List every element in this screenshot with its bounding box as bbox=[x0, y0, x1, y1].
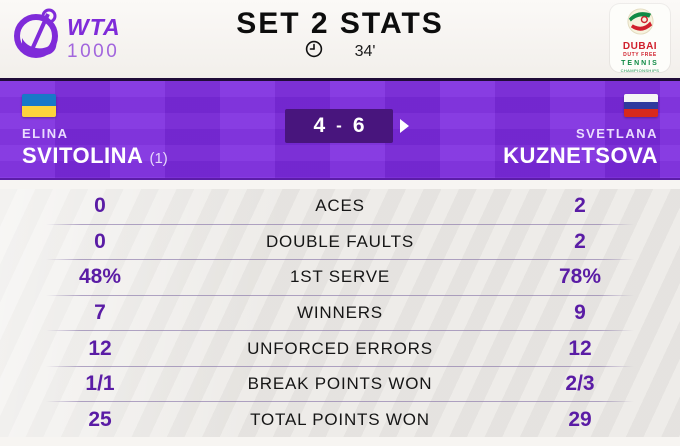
stat-row-total-points-won: 25 TOTAL POINTS WON 29 bbox=[0, 402, 680, 437]
duration-row: 34' bbox=[0, 40, 680, 63]
row-divider bbox=[46, 294, 634, 296]
stat-value-right: 29 bbox=[568, 407, 592, 431]
stat-row-unforced-errors: 12 UNFORCED ERRORS 12 bbox=[0, 331, 680, 366]
wta-emblem-icon bbox=[12, 8, 64, 69]
stat-label: 1ST SERVE bbox=[289, 267, 391, 287]
dubai-logo-line4: CHAMPIONSHIPS bbox=[620, 67, 660, 73]
header: WTA 1000 SET 2 STATS 34' bbox=[0, 0, 680, 78]
player-left-first-name: ELINA bbox=[22, 126, 69, 141]
dubai-logo-line2: DUTY FREE bbox=[623, 52, 657, 58]
player-right: SVETLANA KUZNETSOVA bbox=[503, 94, 658, 169]
stat-value-right: 2/3 bbox=[565, 372, 595, 396]
row-divider bbox=[46, 330, 634, 332]
stat-value-right: 2 bbox=[574, 229, 586, 253]
player-right-first-name: SVETLANA bbox=[575, 126, 658, 141]
stat-label: ACES bbox=[315, 196, 365, 216]
stat-label: WINNERS bbox=[297, 303, 383, 323]
dubai-ball-icon bbox=[626, 7, 655, 41]
match-duration: 34' bbox=[354, 42, 376, 60]
stat-row-double-faults: 0 DOUBLE FAULTS 2 bbox=[0, 225, 680, 260]
stat-value-left: 0 bbox=[94, 229, 106, 253]
stat-label: TOTAL POINTS WON bbox=[250, 409, 430, 429]
player-right-name-row: KUZNETSOVA bbox=[503, 143, 658, 169]
wta-series-label: 1000 bbox=[67, 41, 120, 62]
stat-label: BREAK POINTS WON bbox=[247, 374, 433, 394]
stat-row-1st-serve: 48% 1ST SERVE 78% bbox=[0, 260, 680, 295]
player-left-last-name: SVITOLINA bbox=[22, 143, 144, 168]
score-left: 4 bbox=[313, 114, 326, 137]
row-divider bbox=[46, 259, 634, 261]
stat-value-left: 0 bbox=[94, 194, 106, 218]
ukraine-flag bbox=[22, 94, 56, 117]
stat-value-right: 12 bbox=[568, 336, 592, 360]
stat-value-left: 25 bbox=[88, 407, 112, 431]
player-left: ELINA SVITOLINA (1) bbox=[22, 94, 168, 169]
wta-wordmark: WTA bbox=[67, 14, 121, 40]
page-title: SET 2 STATS bbox=[236, 7, 444, 40]
russia-flag bbox=[624, 94, 658, 117]
stat-row-winners: 7 WINNERS 9 bbox=[0, 296, 680, 331]
title-block: SET 2 STATS bbox=[0, 7, 680, 41]
score-separator: - bbox=[336, 116, 342, 135]
dubai-logo-line1: DUBAI bbox=[622, 41, 658, 52]
stat-label: DOUBLE FAULTS bbox=[265, 231, 414, 251]
row-divider bbox=[46, 365, 634, 367]
stats-table: 0 ACES 2 0 DOUBLE FAULTS 2 48% 1ST SERVE… bbox=[0, 189, 680, 437]
stat-value-right: 2 bbox=[574, 194, 586, 218]
set-score-box: 4 - 6 bbox=[285, 109, 393, 143]
score-right: 6 bbox=[352, 114, 365, 137]
stat-value-left: 1/1 bbox=[85, 372, 115, 396]
row-divider bbox=[46, 401, 634, 403]
stat-value-left: 12 bbox=[88, 336, 112, 360]
stat-label: UNFORCED ERRORS bbox=[247, 338, 433, 358]
stat-value-right: 9 bbox=[574, 301, 586, 325]
stat-value-left: 7 bbox=[94, 301, 106, 325]
player-left-seed: (1) bbox=[149, 150, 168, 167]
scoreboard-banner: ELINA SVITOLINA (1) 4 - 6 SVETLANA KUZNE… bbox=[0, 78, 680, 180]
stat-row-break-points-won: 1/1 BREAK POINTS WON 2/3 bbox=[0, 367, 680, 402]
dubai-duty-free-logo: DUBAI DUTY FREE TENNIS CHAMPIONSHIPS bbox=[610, 4, 670, 73]
stat-value-left: 48% bbox=[78, 265, 122, 289]
row-divider bbox=[46, 223, 634, 225]
wta-1000-logo: WTA 1000 bbox=[12, 8, 121, 69]
player-left-name-row: SVITOLINA (1) bbox=[22, 143, 168, 169]
stat-value-right: 78% bbox=[558, 265, 602, 289]
stat-row-aces: 0 ACES 2 bbox=[0, 189, 680, 224]
dubai-logo-line3: TENNIS bbox=[621, 59, 659, 67]
serve-arrow-icon bbox=[400, 119, 409, 133]
wta-logo-text: WTA 1000 bbox=[67, 14, 121, 62]
player-right-last-name: KUZNETSOVA bbox=[503, 143, 658, 168]
clock-icon bbox=[305, 40, 323, 63]
